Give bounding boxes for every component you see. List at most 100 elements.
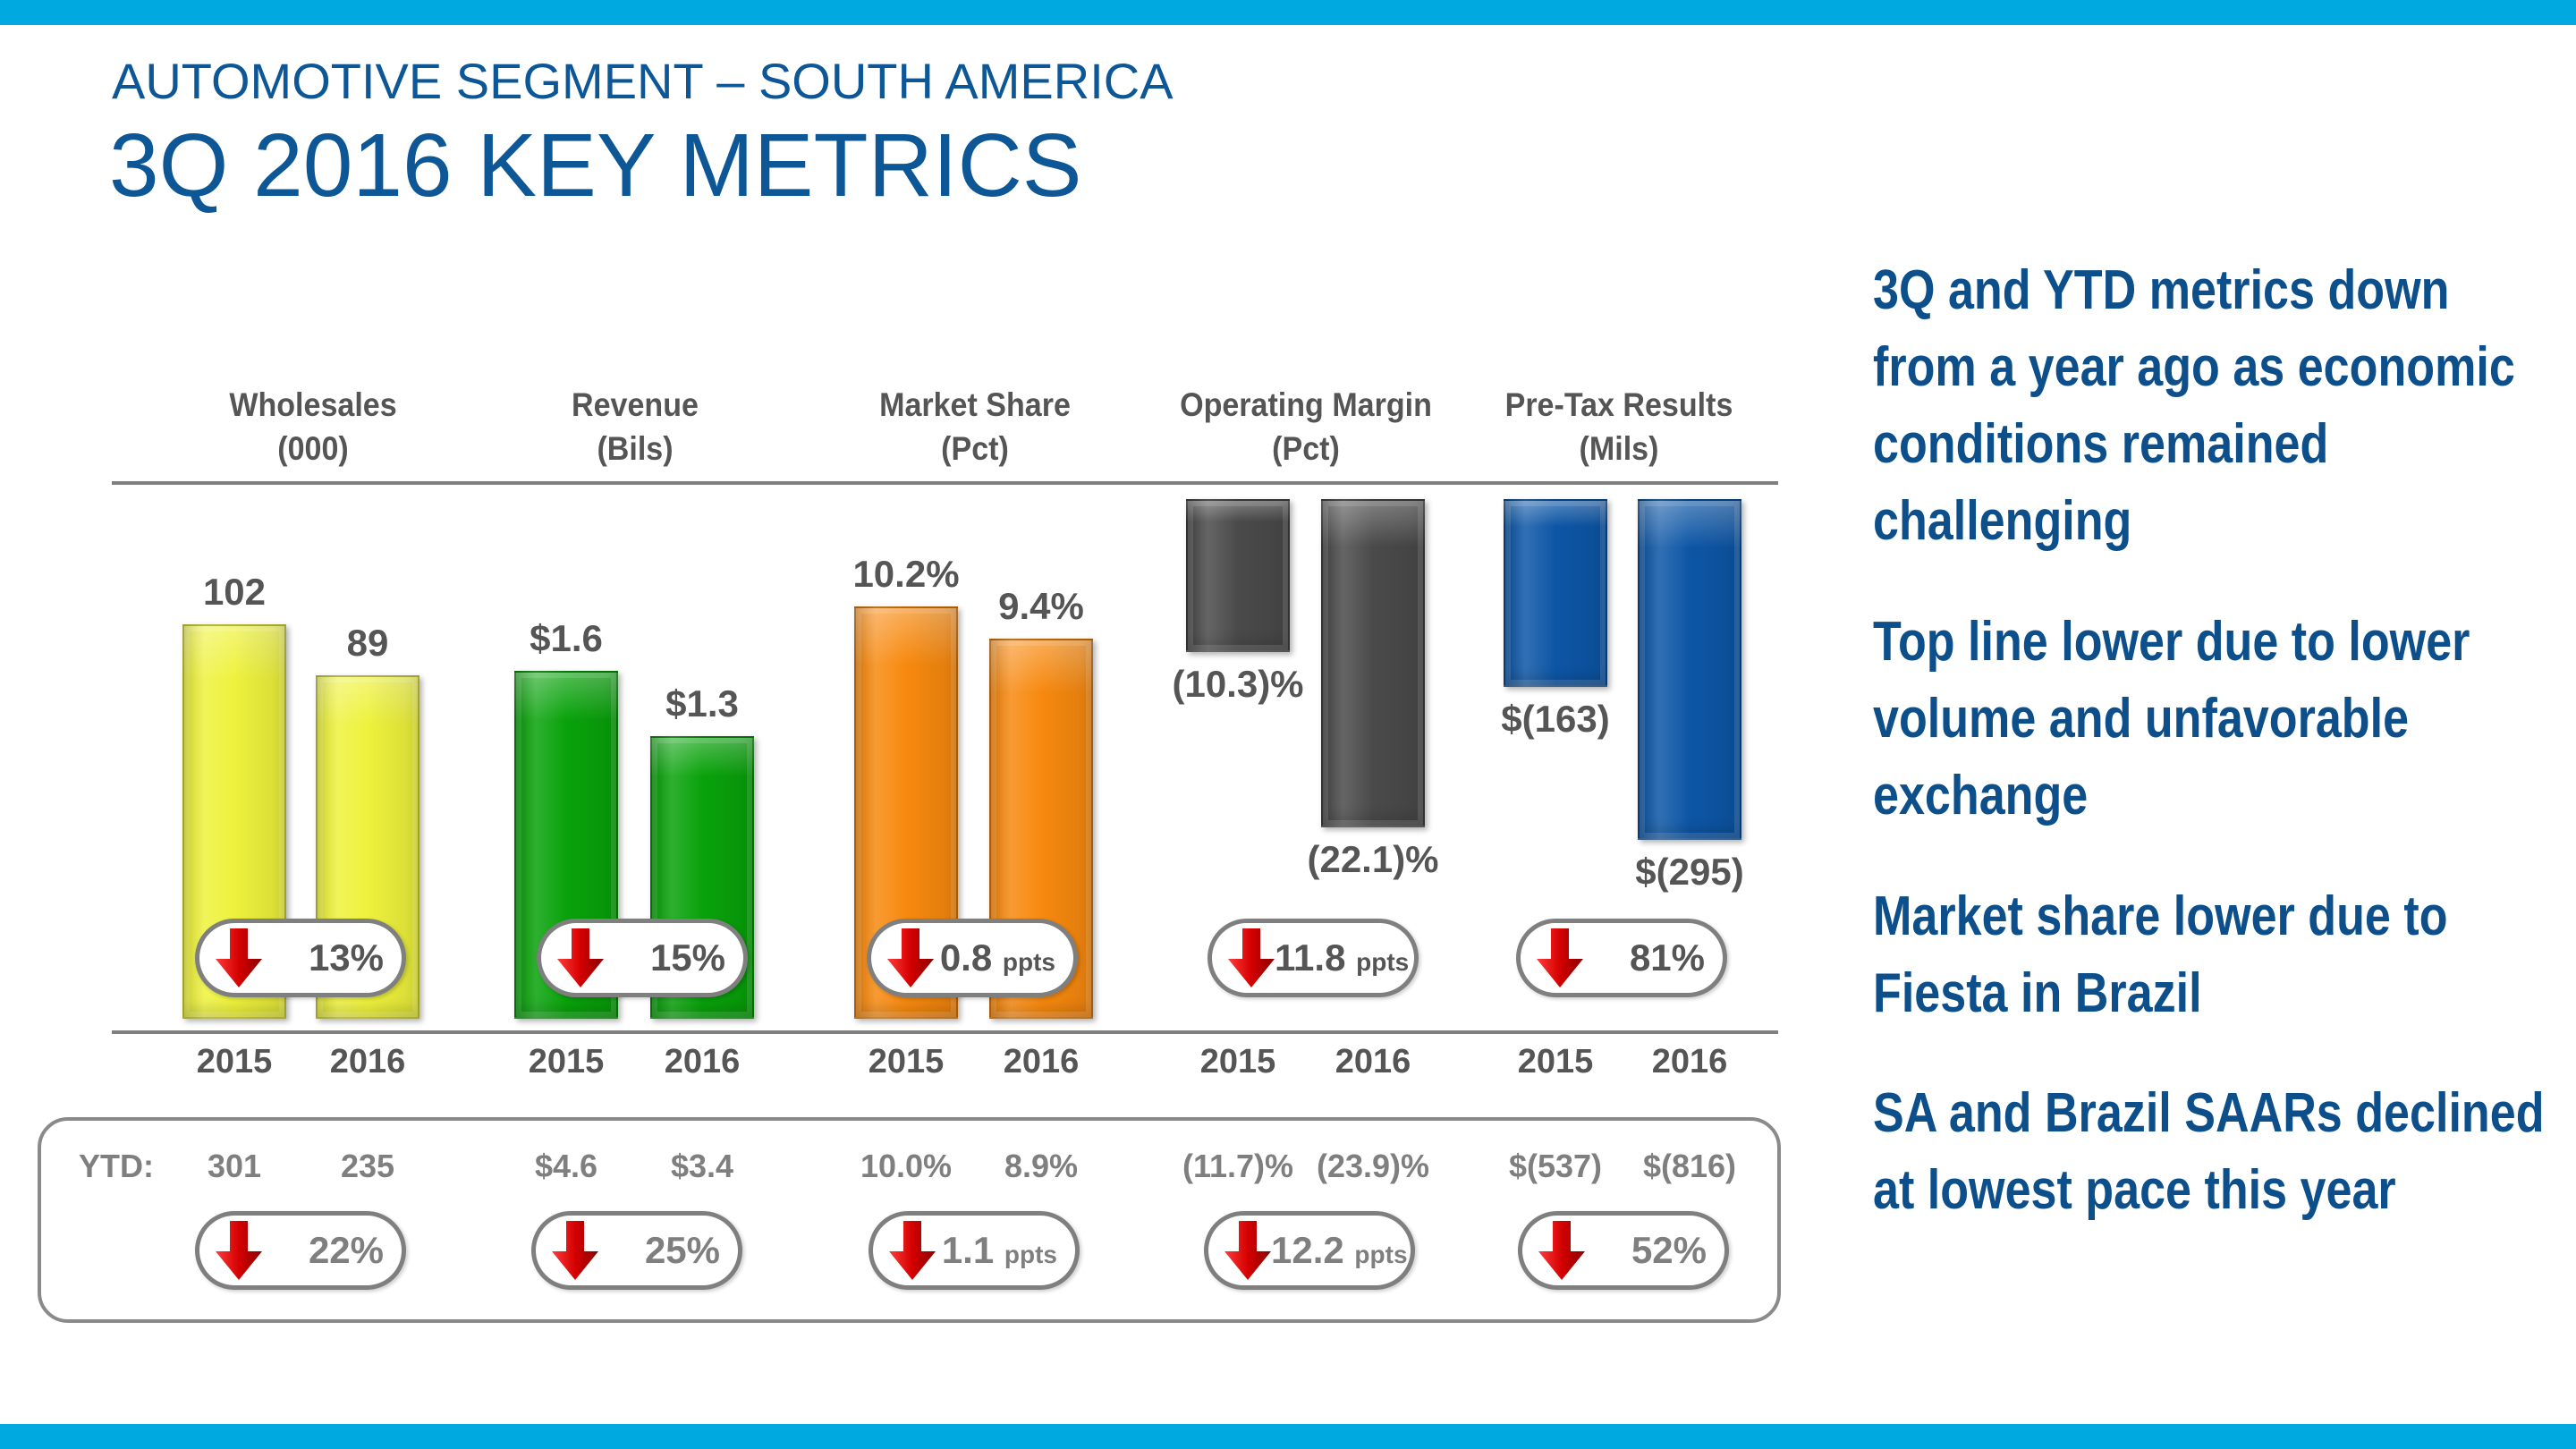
change-unit: ppts: [1354, 1241, 1408, 1268]
down-arrow-icon: [1537, 928, 1583, 987]
year-label: 2016: [1003, 1043, 1080, 1080]
down-arrow-icon: [887, 928, 934, 987]
ytd-change-badge: 25%: [531, 1211, 742, 1290]
top-accent-bar: [0, 0, 2576, 25]
bar-value-label: (22.1)%: [1307, 837, 1439, 880]
down-arrow-icon: [557, 928, 604, 987]
slide-title: 3Q 2016 KEY METRICS: [109, 115, 1082, 216]
metric-name: Wholesales: [229, 386, 397, 423]
ytd-value: $4.6: [534, 1148, 598, 1184]
ytd-change-badge: 22%: [195, 1211, 406, 1290]
change-unit: ppts: [1002, 948, 1055, 976]
change-value: 81%: [1583, 936, 1705, 979]
ytd-value: 301: [207, 1148, 262, 1184]
ytd-label: YTD:: [79, 1148, 154, 1184]
metric-unit: (Mils): [1579, 430, 1659, 467]
change-badge: 81%: [1516, 919, 1727, 997]
bar-value-label: $1.6: [530, 617, 603, 660]
ytd-value: 235: [340, 1148, 395, 1184]
metric-name: Revenue: [572, 386, 699, 423]
metric-name: Market Share: [879, 386, 1071, 423]
axis-baseline: [112, 1030, 1778, 1034]
change-number: 12.2: [1271, 1229, 1344, 1271]
down-arrow-icon: [216, 928, 262, 987]
change-number: 15%: [649, 936, 725, 979]
year-label: 2016: [1651, 1043, 1728, 1080]
sidebar-point-4: SA and Brazil SAARs declined at lowest p…: [1873, 1082, 2545, 1221]
year-label: 2016: [664, 1043, 741, 1080]
change-value: 13%: [262, 936, 384, 979]
metric-name: Operating Margin: [1180, 386, 1432, 423]
bar-value-label: $(163): [1501, 698, 1610, 741]
change-number: 22%: [308, 1229, 384, 1271]
change-value: 25%: [598, 1229, 720, 1272]
change-badge: 13%: [195, 919, 406, 997]
ytd-change-badge: 52%: [1518, 1211, 1729, 1290]
metric-header: Market Share (Pct): [835, 383, 1115, 470]
ytd-value: 10.0%: [860, 1148, 953, 1184]
bar-value-label: $1.3: [665, 682, 739, 725]
down-arrow-icon: [889, 1221, 936, 1280]
metric-unit: (Bils): [597, 430, 674, 467]
year-label: 2016: [1335, 1043, 1411, 1080]
metric-name: Pre-Tax Results: [1504, 386, 1733, 423]
bar-value-label: 89: [346, 621, 389, 664]
ytd-value: (11.7)%: [1182, 1148, 1294, 1184]
change-badge: 11.8 ppts: [1208, 919, 1419, 997]
change-value: 52%: [1585, 1229, 1707, 1272]
ytd-change-badge: 1.1 ppts: [869, 1211, 1080, 1290]
bar-value-label: 102: [202, 571, 267, 614]
metric-header: Operating Margin (Pct): [1166, 383, 1446, 470]
change-value: 12.2 ppts: [1271, 1229, 1408, 1272]
down-arrow-icon: [216, 1221, 262, 1280]
change-value: 22%: [262, 1229, 384, 1272]
change-value: 11.8 ppts: [1275, 936, 1409, 979]
ytd-value: $(537): [1508, 1148, 1603, 1184]
sidebar-point-3: Market share lower due to Fiesta in Braz…: [1873, 886, 2448, 1024]
bar-2016: [1638, 499, 1741, 840]
bar-value-label: 10.2%: [852, 552, 960, 595]
year-label: 2015: [196, 1043, 273, 1080]
change-number: 0.8: [939, 936, 993, 979]
year-label: 2015: [528, 1043, 605, 1080]
year-label: 2015: [1199, 1043, 1276, 1080]
change-number: 52%: [1631, 1229, 1707, 1271]
change-value: 1.1 ppts: [936, 1229, 1057, 1272]
down-arrow-icon: [1538, 1221, 1585, 1280]
ytd-value: (23.9)%: [1316, 1148, 1430, 1184]
metric-header: Revenue (Bils): [496, 383, 775, 470]
bar-2015: [1504, 499, 1607, 688]
metric-unit: (Pct): [1272, 430, 1340, 467]
change-unit: ppts: [1356, 948, 1410, 976]
year-label: 2016: [329, 1043, 406, 1080]
year-label: 2015: [868, 1043, 945, 1080]
bar-2015: [1186, 499, 1290, 652]
bottom-accent-bar: [0, 1424, 2576, 1449]
change-number: 81%: [1629, 936, 1705, 979]
down-arrow-icon: [1224, 1221, 1271, 1280]
change-value: 15%: [604, 936, 725, 979]
change-number: 25%: [644, 1229, 720, 1271]
bar-value-label: 9.4%: [998, 585, 1084, 628]
metric-unit: (000): [277, 430, 349, 467]
slide-subtitle: AUTOMOTIVE SEGMENT – SOUTH AMERICA: [112, 53, 1174, 109]
ytd-change-badge: 12.2 ppts: [1204, 1211, 1415, 1290]
change-number: 11.8: [1275, 936, 1346, 979]
metric-unit: (Pct): [941, 430, 1009, 467]
change-value: 0.8 ppts: [934, 936, 1055, 979]
ytd-value: 8.9%: [1004, 1148, 1079, 1184]
ytd-box: [38, 1117, 1781, 1323]
bar-value-label: $(295): [1635, 850, 1744, 893]
year-label: 2015: [1517, 1043, 1594, 1080]
sidebar-point-1: 3Q and YTD metrics down from a year ago …: [1873, 259, 2515, 552]
down-arrow-icon: [1228, 928, 1275, 987]
change-badge: 15%: [537, 919, 748, 997]
change-badge: 0.8 ppts: [867, 919, 1078, 997]
ytd-value: $3.4: [670, 1148, 734, 1184]
metric-header: Wholesales (000): [174, 383, 453, 470]
bar-2016: [1321, 499, 1425, 827]
down-arrow-icon: [552, 1221, 598, 1280]
bar-value-label: (10.3)%: [1172, 662, 1304, 705]
change-number: 13%: [308, 936, 384, 979]
change-unit: ppts: [1004, 1241, 1057, 1268]
